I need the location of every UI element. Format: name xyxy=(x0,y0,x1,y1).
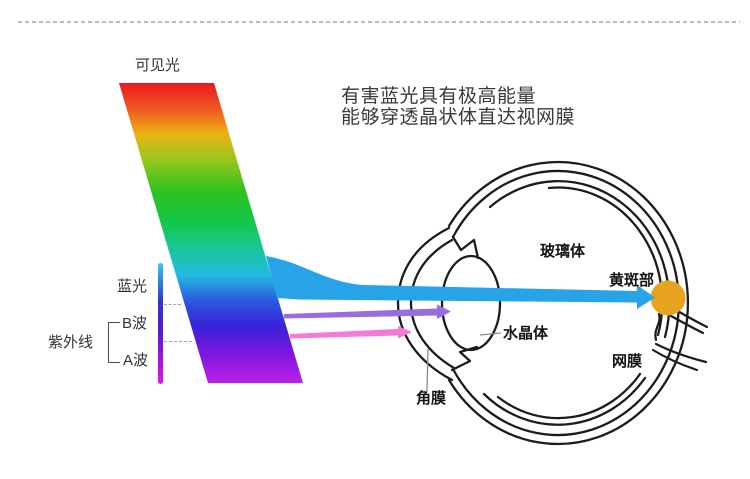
headline-line1: 有害蓝光具有极高能量 xyxy=(341,86,537,107)
blue-light-beam-arrow xyxy=(266,256,655,309)
wavelength-scale-bar xyxy=(158,263,163,384)
blue-light-tick-line xyxy=(164,304,181,305)
eye-choroid-lower xyxy=(496,372,642,420)
headline-line2: 能够穿透晶状体直达视网膜 xyxy=(341,107,576,128)
uv-tick-line xyxy=(164,341,192,342)
cornea-label: 角膜 xyxy=(416,390,447,407)
eye-choroid-upper xyxy=(547,186,664,337)
optic-nerve-line-1 xyxy=(654,312,661,342)
uvb-beam-arrow xyxy=(284,304,451,319)
optic-nerve-line-3 xyxy=(669,314,705,335)
cornea-pointer-line xyxy=(426,348,429,392)
eye-cornea-inner xyxy=(409,238,456,370)
optic-nerve-line-4 xyxy=(654,342,708,364)
top-dashed-divider xyxy=(18,21,740,23)
uva-beam-arrow xyxy=(290,326,412,339)
eye-cornea-outer xyxy=(396,226,454,382)
lens-pointer-line xyxy=(479,332,502,336)
optic-nerve-line-5 xyxy=(651,348,699,372)
retina-label: 网膜 xyxy=(612,353,643,370)
uv-bracket xyxy=(108,322,120,363)
uvb-label: B波 xyxy=(122,315,148,332)
blue-light-label: 蓝光 xyxy=(117,278,148,295)
uv-label: 紫外线 xyxy=(48,334,94,351)
vitreous-label: 玻璃体 xyxy=(540,243,586,260)
visible-light-label: 可见光 xyxy=(135,57,181,74)
lens-label: 水晶体 xyxy=(503,325,549,342)
macula-spot xyxy=(650,280,686,316)
eye-sclera-outer xyxy=(447,160,690,446)
optic-nerve-line-2 xyxy=(674,308,709,329)
eye-ciliary-top xyxy=(451,235,480,260)
eye-retina-lower xyxy=(482,376,647,426)
macula-label: 黄斑部 xyxy=(609,272,655,289)
eye-lens xyxy=(440,254,502,352)
uva-label: A波 xyxy=(123,352,149,369)
